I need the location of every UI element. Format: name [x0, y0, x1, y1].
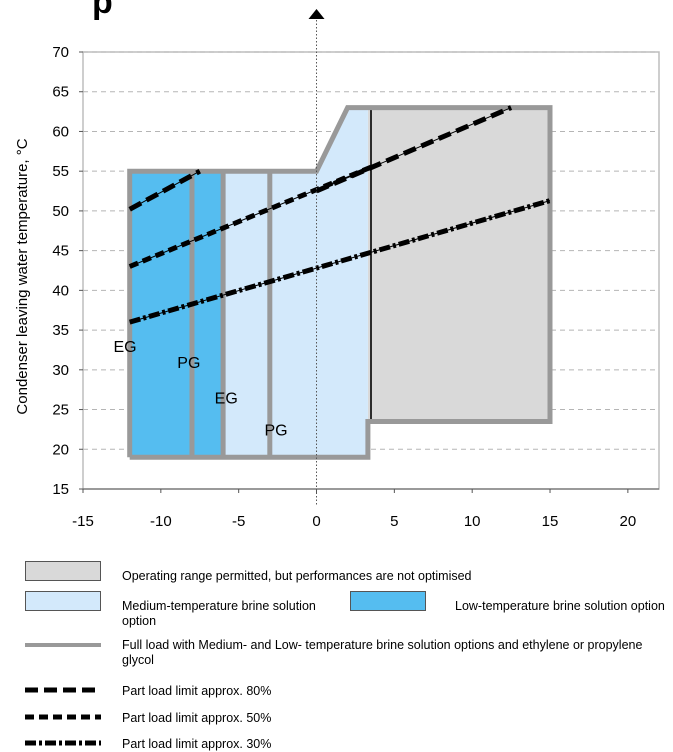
full-load-envelope	[127, 105, 553, 460]
annotation-pg: PG	[177, 355, 200, 372]
region-medium-temperature	[223, 107, 368, 458]
title-fragment: p	[92, 0, 113, 21]
legend-swatch-medium	[25, 591, 101, 611]
x-tick-label: -10	[150, 513, 172, 530]
legend-label-part80: Part load limit approx. 80%	[122, 684, 272, 698]
legend-label-low: Low-temperature brine solution option	[455, 599, 665, 613]
chart: p -15 -10 -5 0 5 10 15 20 15 20 25 30 35 40 45 50 55 60 65…	[14, 0, 660, 530]
legend-line-part50	[25, 714, 101, 720]
legend-label-grey: Operating range permitted, but performan…	[122, 569, 472, 583]
legend-line-part80	[25, 687, 101, 693]
legend-label-part50: Part load limit approx. 50%	[122, 711, 272, 725]
x-tick-label: 20	[620, 513, 637, 530]
y-tick-label: 35	[52, 322, 69, 339]
series-core-2	[129, 166, 372, 267]
legend-swatch-low	[350, 591, 426, 611]
legend-label-part30: Part load limit approx. 30%	[122, 737, 272, 751]
axis-arrow-icon	[308, 9, 325, 19]
series-core-1	[316, 107, 512, 192]
x-tick-label: 10	[464, 513, 481, 530]
legend-label-full-load: Full load with Medium- and Low- temperat…	[122, 638, 643, 667]
y-tick-label: 70	[52, 44, 69, 61]
series-core-0	[129, 170, 201, 210]
annotation-pg: PG	[264, 422, 287, 439]
region-low-temperature	[129, 171, 224, 458]
x-tick-label: 15	[542, 513, 559, 530]
y-tick-label: 25	[52, 402, 69, 419]
y-tick-label: 65	[52, 84, 69, 101]
annotation-eg: EG	[113, 339, 136, 356]
annotation-eg: EG	[215, 391, 238, 408]
region-not-optimised	[367, 107, 550, 422]
y-tick-label: 45	[52, 243, 69, 260]
y-tick-label: 40	[52, 282, 69, 299]
y-tick-label: 50	[52, 203, 69, 220]
y-tick-label: 20	[52, 441, 69, 458]
y-tick-label: 30	[52, 362, 69, 379]
legend-line-part30	[25, 740, 101, 746]
y-tick-label: 60	[52, 123, 69, 140]
x-tick-label: 0	[312, 513, 320, 530]
x-tick-label: -5	[232, 513, 245, 530]
y-axis-label: Condenser leaving water temperature, °C	[14, 138, 31, 414]
legend-label-medium: Medium-temperature brine solution option	[122, 599, 316, 628]
legend-line-full-load	[25, 643, 101, 647]
series-core-3	[129, 200, 551, 323]
x-tick-label: -15	[72, 513, 94, 530]
x-tick-label: 5	[390, 513, 398, 530]
legend-swatch-grey	[25, 561, 101, 581]
y-tick-label: 55	[52, 163, 69, 180]
y-tick-label: 15	[52, 481, 69, 498]
